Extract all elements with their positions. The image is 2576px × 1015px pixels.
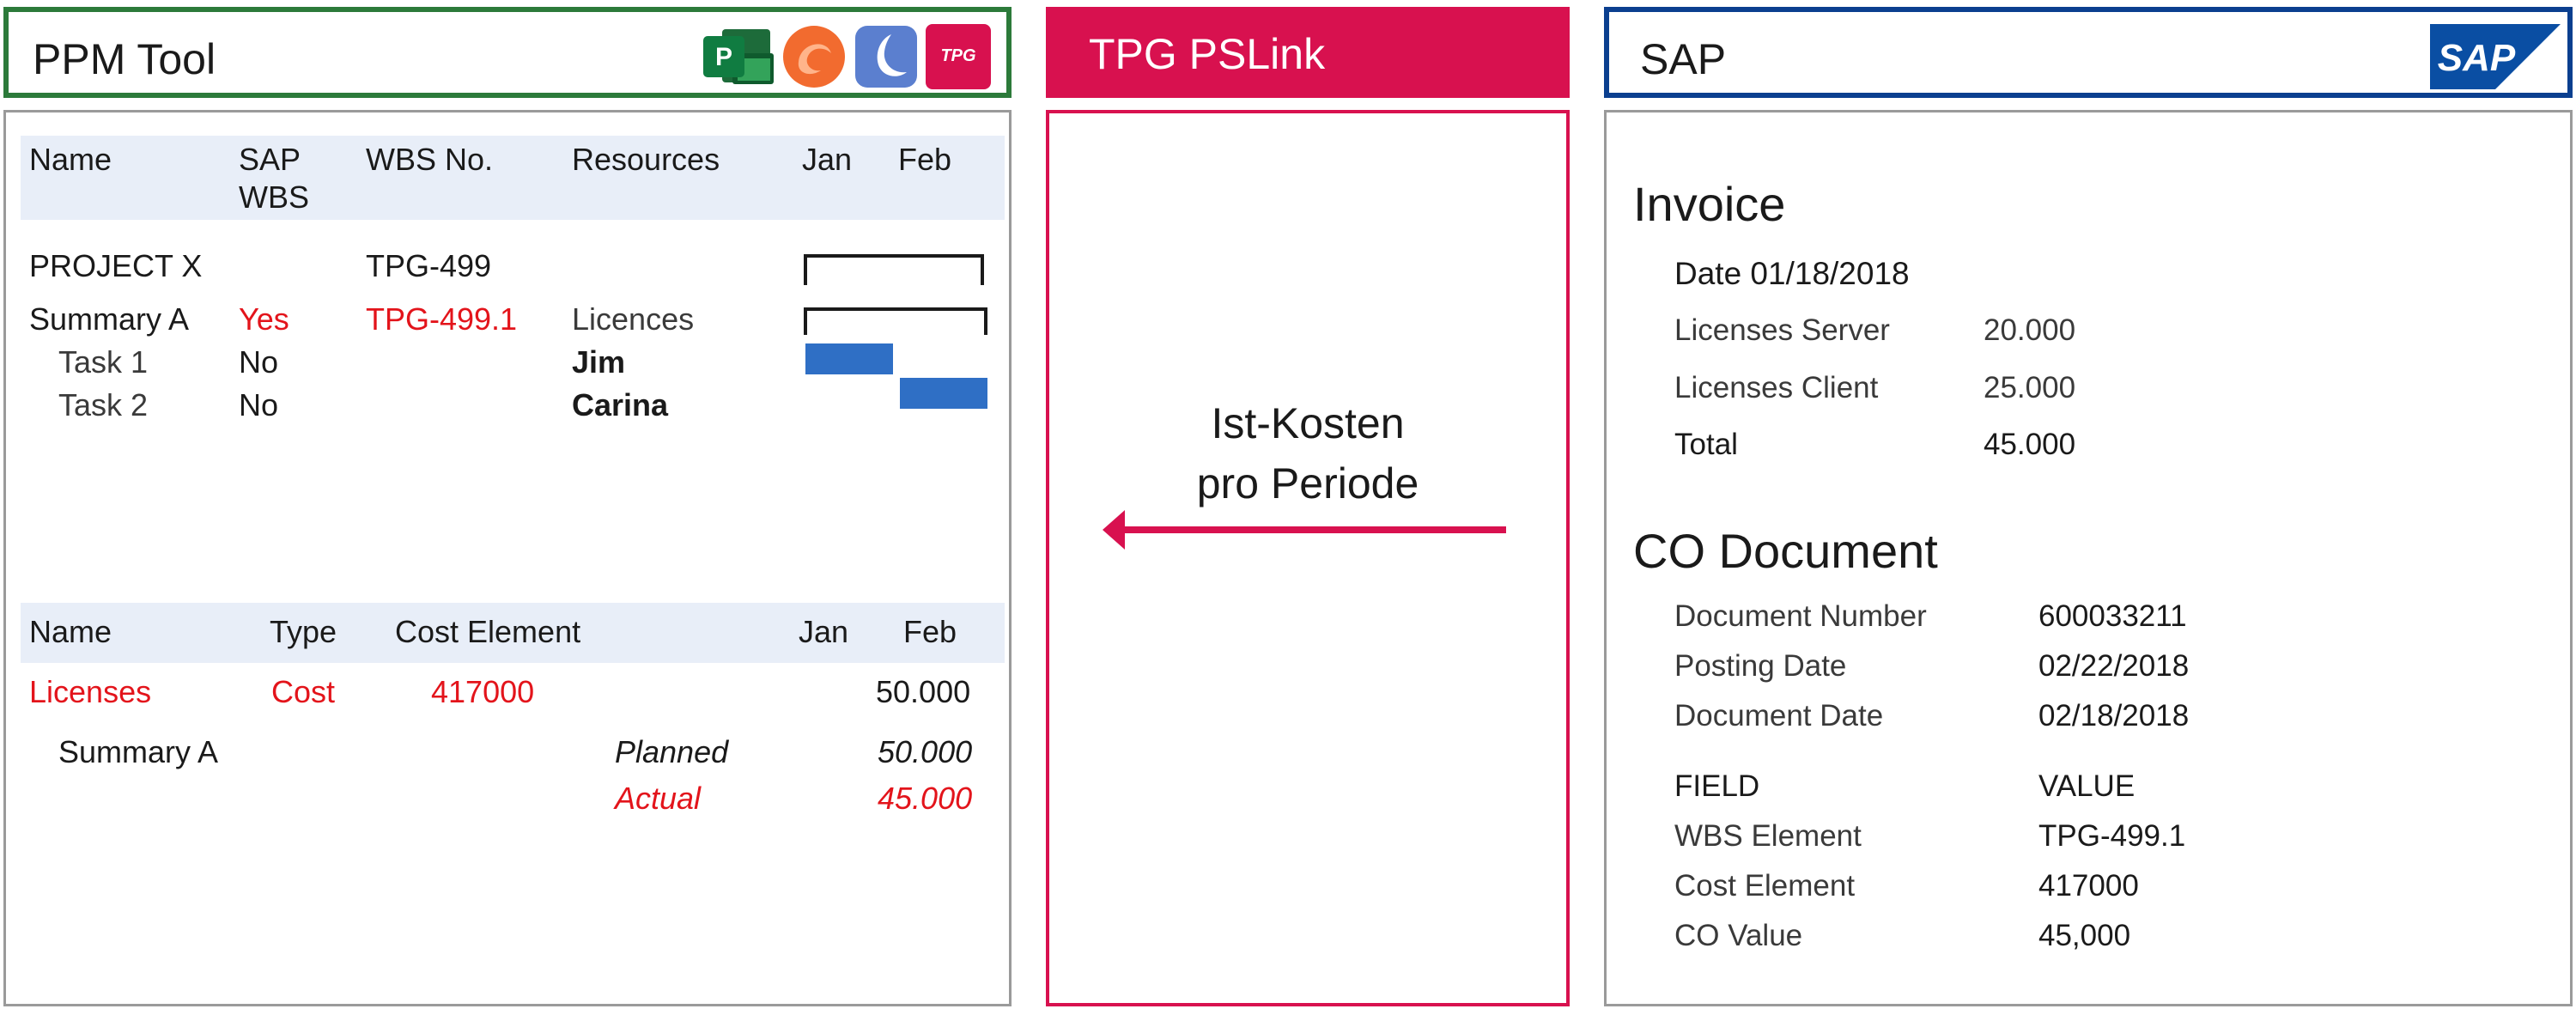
co-info-value: 600033211 [2038,599,2187,633]
schedule-row-project-wbs-no: TPG-499 [366,248,492,283]
invoice-total-value: 45.000 [1984,428,2076,461]
invoice-heading: Invoice [1633,177,1786,231]
cost-header-jan: Jan [799,614,849,649]
co-document-heading: CO Document [1633,524,1938,578]
cost-row-feb: 50.000 [876,674,971,709]
sap-logo-icon: SAP [2430,24,2561,89]
tpg-logo-icon: TPG [926,24,991,89]
ppm-title: PPM Tool [33,35,216,83]
cost-header-name: Name [29,614,112,649]
pslink-title: TPG PSLink [1089,30,1326,78]
co-field-value: 45,000 [2038,919,2131,952]
schedule-row-summary-wbs-no: TPG-499.1 [366,301,518,337]
sap-panel [1604,110,2573,1006]
cost-header-band [21,603,1005,663]
schedule-row-task1-name: Task 1 [58,344,149,380]
co-info-label: Document Date [1674,699,1884,732]
pslink-caption-line1: Ist-Kosten [1211,399,1405,447]
schedule-row-summary-resource: Licences [572,301,695,337]
pslink-arrow-left-icon [1099,508,1506,551]
pslink-header: TPG PSLink [1046,7,1570,98]
invoice-line-value: 25.000 [1984,371,2076,404]
schedule-row-task2-name: Task 2 [58,387,149,422]
cost-header-feb: Feb [903,614,957,649]
co-info-value: 02/18/2018 [2038,699,2190,732]
svg-text:SAP: SAP [2438,37,2516,79]
schedule-header-sap-wbs: SAP [239,142,301,177]
ppm-panel [3,110,1012,1006]
pslink-caption-line2: pro Periode [1196,459,1419,508]
invoice-line-label: Licenses Client [1674,371,1879,404]
summary-row-name: Summary A [58,734,219,769]
invoice-line-value: 20.000 [1984,313,2076,347]
co-field-value: 417000 [2038,869,2139,903]
co-field-value: TPG-499.1 [2038,819,2186,853]
sap-title: SAP [1640,35,1727,83]
schedule-row-task1-sap-wbs: No [239,344,279,380]
schedule-header-band [21,136,1005,220]
gantt-task1-bar [805,343,893,374]
cost-header-type: Type [270,614,337,649]
invoice-total-label: Total [1674,428,1738,461]
gantt-summary-bracket [804,307,987,335]
co-field-label: CO Value [1674,919,1803,952]
co-info-value: 02/22/2018 [2038,649,2190,683]
co-field-label: Cost Element [1674,869,1856,903]
co-field-label: WBS Element [1674,819,1862,853]
app-swirl-icon [781,24,847,89]
co-field-header: FIELD [1674,769,1760,803]
summary-row-actual-label: Actual [615,781,702,816]
schedule-header-name: Name [29,142,112,177]
cost-row-cost-element: 417000 [431,674,535,709]
schedule-row-task2-resource: Carina [572,387,669,422]
summary-row-actual-value: 45.000 [878,781,973,816]
pslink-caption: Ist-Kosten pro Periode [1046,393,1570,514]
invoice-date: Date 01/18/2018 [1674,256,1910,291]
schedule-header-feb: Feb [898,142,952,177]
gantt-project-bracket [804,254,984,285]
co-value-header: VALUE [2038,769,2136,803]
schedule-row-summary-name: Summary A [29,301,190,337]
schedule-header-sap-wbs-2: WBS [239,179,310,215]
schedule-row-summary-sap-wbs: Yes [239,301,289,337]
cost-row-name: Licenses [29,674,152,709]
co-info-label: Posting Date [1674,649,1847,683]
app-moon-icon [854,24,919,89]
schedule-row-task2-sap-wbs: No [239,387,279,422]
summary-row-planned-value: 50.000 [878,734,973,769]
gantt-task2-bar [900,378,987,409]
cost-header-cost-element: Cost Element [395,614,581,649]
schedule-header-resources: Resources [572,142,720,177]
svg-text:P: P [715,43,732,71]
invoice-line-label: Licenses Server [1674,313,1890,347]
cost-row-type: Cost [271,674,336,709]
co-info-label: Document Number [1674,599,1927,633]
pslink-panel [1046,110,1570,1006]
schedule-header-wbs-no: WBS No. [366,142,494,177]
summary-row-planned-label: Planned [615,734,729,769]
schedule-row-task1-resource: Jim [572,344,626,380]
ms-project-icon: P [702,24,775,88]
schedule-row-project-name: PROJECT X [29,248,203,283]
schedule-header-jan: Jan [802,142,853,177]
ppm-header: PPM Tool P TPG [3,7,1012,98]
sap-header: SAP SAP [1604,7,2573,98]
